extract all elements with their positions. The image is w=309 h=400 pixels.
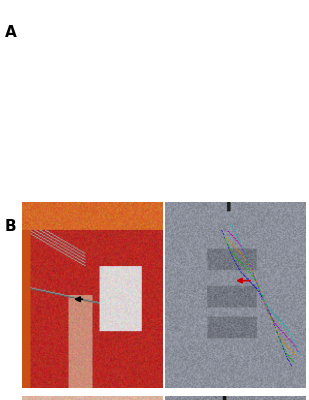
FancyArrowPatch shape <box>238 278 250 283</box>
Text: B: B <box>5 219 17 234</box>
Text: A: A <box>5 25 17 40</box>
FancyArrowPatch shape <box>76 297 83 302</box>
